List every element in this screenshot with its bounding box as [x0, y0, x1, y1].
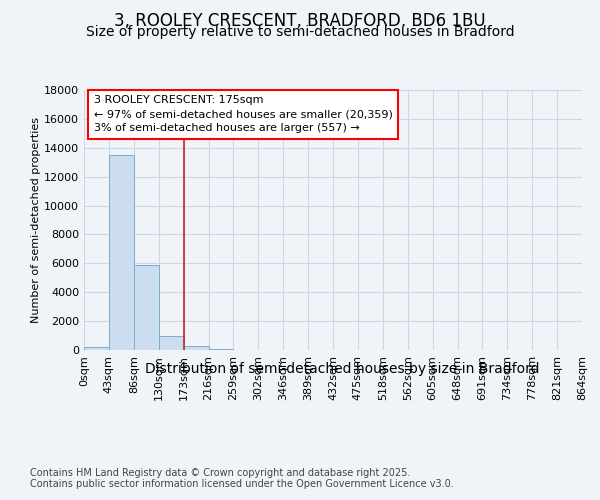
Text: 3, ROOLEY CRESCENT, BRADFORD, BD6 1BU: 3, ROOLEY CRESCENT, BRADFORD, BD6 1BU	[114, 12, 486, 30]
Bar	[184, 346, 209, 350]
Bar	[84, 347, 109, 350]
Bar	[109, 155, 134, 350]
Text: Contains HM Land Registry data © Crown copyright and database right 2025.
Contai: Contains HM Land Registry data © Crown c…	[30, 468, 454, 489]
Y-axis label: Number of semi-detached properties: Number of semi-detached properties	[31, 117, 41, 323]
Text: 3 ROOLEY CRESCENT: 175sqm
← 97% of semi-detached houses are smaller (20,359)
3% : 3 ROOLEY CRESCENT: 175sqm ← 97% of semi-…	[94, 95, 393, 133]
Text: Size of property relative to semi-detached houses in Bradford: Size of property relative to semi-detach…	[86, 25, 514, 39]
Bar	[134, 265, 159, 350]
Bar	[159, 336, 184, 350]
Text: Distribution of semi-detached houses by size in Bradford: Distribution of semi-detached houses by …	[145, 362, 539, 376]
